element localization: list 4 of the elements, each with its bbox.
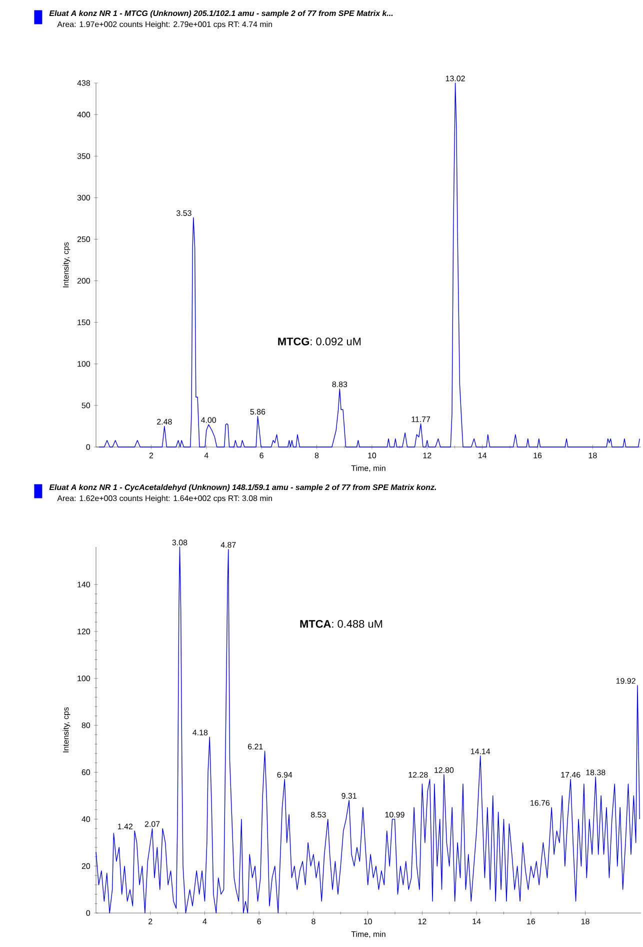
- annotation: MTCG: 0.092 uM: [278, 338, 361, 346]
- annotation: MTCA: 0.488 uM: [300, 620, 382, 628]
- line-series: [98, 82, 640, 448]
- line-series: [96, 546, 640, 914]
